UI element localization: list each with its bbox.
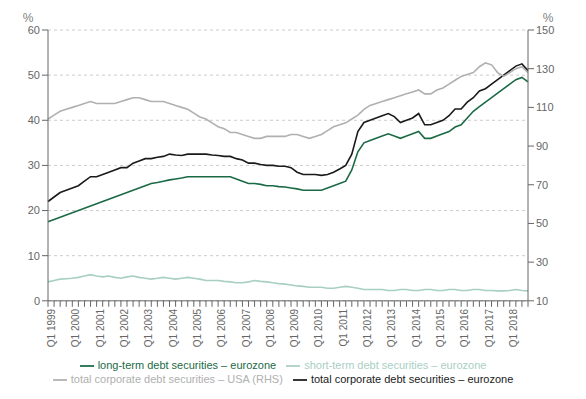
svg-text:10: 10 <box>536 295 548 307</box>
html-text:total corporate debt securitie: total corporate debt securities – USA (R… <box>70 372 283 385</box>
svg-text:Q1 2005: Q1 2005 <box>192 308 203 347</box>
svg-text:60: 60 <box>28 24 40 36</box>
svg-text:40: 40 <box>28 114 40 126</box>
html-text:short-term debt securities – e: short-term debt securities – eurozone <box>304 358 487 371</box>
svg-text:50: 50 <box>536 217 548 229</box>
svg-text:Q1 1999: Q1 1999 <box>46 308 57 347</box>
svg-text:Q1 2004: Q1 2004 <box>168 308 179 347</box>
svg-text:30: 30 <box>536 256 548 268</box>
svg-text:90: 90 <box>536 140 548 152</box>
svg-text:Q1 2011: Q1 2011 <box>338 308 349 346</box>
svg-text:10: 10 <box>28 250 40 262</box>
svg-text:Q1 2015: Q1 2015 <box>435 308 446 347</box>
svg-text:20: 20 <box>28 204 40 216</box>
svg-text:110: 110 <box>536 101 554 113</box>
svg-text:Q1 2003: Q1 2003 <box>143 308 154 347</box>
svg-text:Q1 2017: Q1 2017 <box>484 308 495 347</box>
svg-text:Q1 2000: Q1 2000 <box>70 308 81 347</box>
svg-text:70: 70 <box>536 179 548 191</box>
svg-text:130: 130 <box>536 63 554 75</box>
svg-text:Q1 2010: Q1 2010 <box>313 308 324 347</box>
svg-text:Q1 2018: Q1 2018 <box>508 308 519 347</box>
svg-text:Q1 2014: Q1 2014 <box>411 308 422 347</box>
svg-text:Q1 2002: Q1 2002 <box>119 308 130 347</box>
svg-text:Q1 2009: Q1 2009 <box>289 308 300 347</box>
html-text:long-term debt securities – eu: long-term debt securities – eurozone <box>97 358 277 371</box>
html-text:total corporate debt securitie: total corporate debt securities – eurozo… <box>310 372 514 385</box>
svg-text:Q1 2006: Q1 2006 <box>216 308 227 347</box>
svg-text:30: 30 <box>28 159 40 171</box>
svg-text:%: % <box>23 11 34 25</box>
svg-text:150: 150 <box>536 24 554 36</box>
svg-text:Q1 2007: Q1 2007 <box>241 308 252 347</box>
svg-text:Q1 2001: Q1 2001 <box>95 308 106 347</box>
svg-text:50: 50 <box>28 69 40 81</box>
svg-text:Q1 2008: Q1 2008 <box>265 308 276 347</box>
svg-text:Q1 2016: Q1 2016 <box>459 308 470 347</box>
svg-text:%: % <box>543 11 554 25</box>
svg-text:Q1 2013: Q1 2013 <box>386 308 397 347</box>
svg-text:Q1 2012: Q1 2012 <box>362 308 373 347</box>
svg-text:0: 0 <box>34 295 40 307</box>
